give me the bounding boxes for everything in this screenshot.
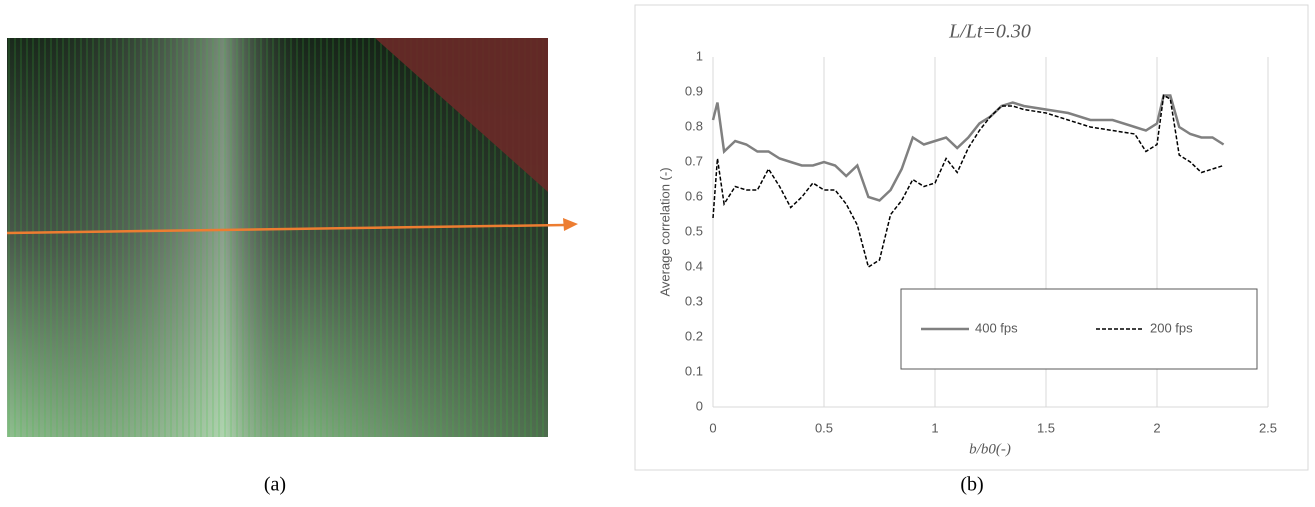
page: L/Lt=0.30 b/b0(-) Average correlation (-… [0, 0, 1315, 507]
x-tick-label: 1 [931, 420, 938, 435]
x-tick-label: 0.5 [815, 420, 833, 435]
panel-label: (b) [960, 474, 983, 496]
y-tick-label: 0.8 [685, 118, 703, 133]
y-tick-label: 0.1 [685, 363, 703, 378]
y-tick-label: 0.9 [685, 83, 703, 98]
panel-label: (a) [264, 474, 286, 496]
x-tick-label: 2.5 [1259, 420, 1277, 435]
y-tick-label: 0.5 [685, 223, 703, 238]
y-tick-label: 0.6 [685, 188, 703, 203]
y-axis-label: Average correlation (-) [657, 167, 672, 296]
chart-frame [635, 5, 1308, 470]
legend-label: 400 fps [975, 320, 1018, 335]
y-tick-label: 1 [696, 48, 703, 63]
chart-title: L/Lt=0.30 [948, 21, 1031, 43]
figure: L/Lt=0.30 b/b0(-) Average correlation (-… [0, 0, 1315, 502]
x-tick-label: 0 [709, 420, 716, 435]
legend-label: 200 fps [1150, 320, 1193, 335]
photo [7, 38, 548, 437]
x-axis-label: b/b0(-) [969, 441, 1011, 457]
y-tick-label: 0.2 [685, 328, 703, 343]
y-tick-label: 0.4 [685, 258, 703, 273]
y-tick-label: 0 [696, 398, 703, 413]
x-tick-label: 2 [1153, 420, 1160, 435]
y-tick-label: 0.3 [685, 293, 703, 308]
y-tick-label: 0.7 [685, 153, 703, 168]
x-tick-label: 1.5 [1037, 420, 1055, 435]
